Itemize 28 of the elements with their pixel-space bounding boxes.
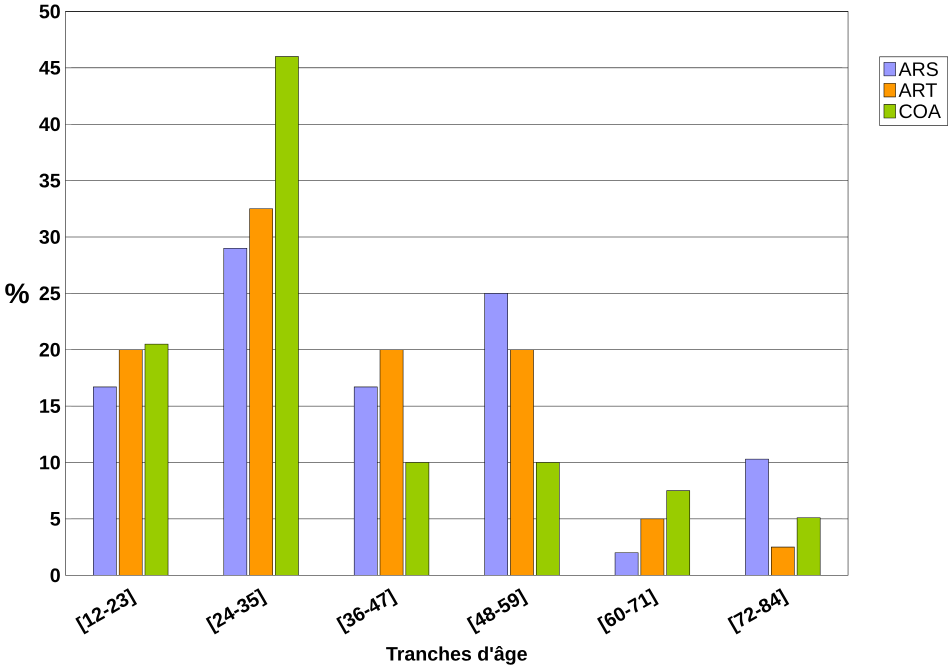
legend-label: ARS [898, 62, 938, 76]
y-tick-label: 30 [39, 230, 60, 244]
bar [93, 386, 117, 576]
bar [484, 292, 508, 576]
y-tick-label: 35 [39, 174, 60, 188]
bar [771, 546, 795, 576]
y-tick-label: 0 [50, 568, 60, 582]
bar [614, 552, 638, 576]
y-tick-label: 45 [39, 60, 60, 75]
bar [745, 458, 769, 576]
bar [510, 349, 534, 576]
y-tick-label: 20 [40, 342, 60, 357]
bar [223, 248, 248, 576]
bar [380, 349, 404, 576]
y-axis-title: % [5, 283, 29, 304]
y-tick-label: 50 [40, 4, 60, 18]
x-axis-title: Tranches d'âge [386, 646, 527, 665]
bar [249, 208, 273, 576]
y-tick-label: 25 [40, 286, 60, 300]
y-tick-label: 5 [50, 512, 60, 526]
y-tick-label: 40 [39, 117, 60, 132]
y-tick-label: 15 [40, 399, 60, 413]
legend-label: COA [900, 104, 941, 118]
bar [354, 386, 378, 576]
bar [118, 349, 143, 576]
y-tick-label: 10 [40, 455, 60, 470]
bar [640, 518, 664, 576]
legend-label: ART [898, 83, 937, 97]
